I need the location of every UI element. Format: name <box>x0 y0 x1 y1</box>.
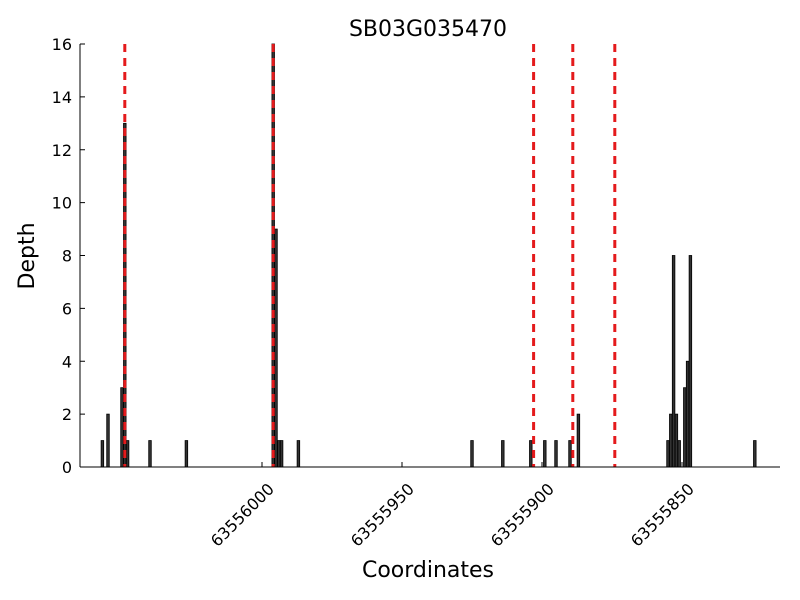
bar <box>470 440 474 468</box>
bar <box>683 387 687 468</box>
y-tick-label: 14 <box>52 88 72 107</box>
bar <box>685 360 690 468</box>
bar <box>677 440 681 468</box>
y-tick-label: 16 <box>52 35 72 54</box>
bar <box>666 440 670 468</box>
bar <box>669 413 673 468</box>
bar <box>148 440 152 468</box>
bar <box>120 387 124 468</box>
bar <box>296 440 301 468</box>
y-tick-label: 8 <box>62 247 72 266</box>
y-tick-label: 12 <box>52 141 72 160</box>
bar <box>106 413 110 468</box>
y-tick-label: 0 <box>62 458 72 477</box>
bar <box>674 413 679 468</box>
y-ticks-layer: 0 2 4 6 8 10 12 14 16 <box>52 35 85 477</box>
x-axis-title: Coordinates <box>362 558 494 583</box>
bar <box>184 440 189 468</box>
bar <box>100 440 105 468</box>
bar <box>125 440 130 468</box>
bar <box>279 440 284 468</box>
y-tick-label: 6 <box>62 299 72 318</box>
bar <box>501 440 505 468</box>
y-tick-label: 10 <box>52 194 72 213</box>
bar <box>671 255 676 468</box>
reference-lines-layer <box>123 44 617 467</box>
bar <box>568 440 572 468</box>
bar <box>554 440 558 468</box>
y-axis-title: Depth <box>15 222 40 289</box>
bar <box>688 255 693 468</box>
bar <box>529 440 533 468</box>
chart-title: SB03G035470 <box>349 17 507 42</box>
bar <box>576 413 581 468</box>
bar <box>543 440 547 468</box>
y-tick-label: 2 <box>62 405 72 424</box>
y-tick-label: 4 <box>62 352 72 371</box>
bar <box>753 440 757 468</box>
bar <box>274 228 278 468</box>
bar <box>277 440 281 468</box>
